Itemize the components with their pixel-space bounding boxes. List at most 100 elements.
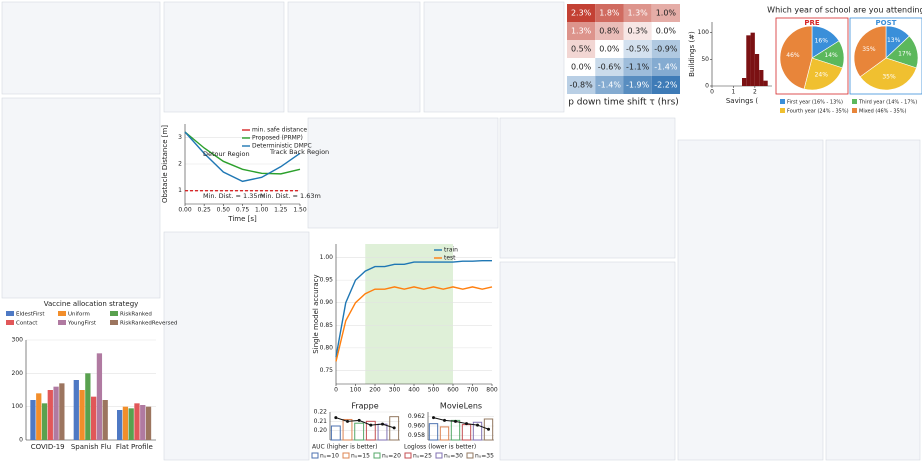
line-point [357,418,361,422]
legend-swatch [110,311,118,316]
legend-label: Logloss (lower is better) [404,444,476,451]
panel [423,1,565,113]
y-tick-label: 50 [701,56,709,63]
bar [30,400,36,440]
cell-label: -2.2% [654,81,678,90]
y-tick-label: 0.80 [320,344,334,351]
legend-swatch [58,311,66,316]
bar [145,406,152,440]
x-tick-label: 500 [428,387,440,394]
x-axis-label: p down time shift τ (hrs) [568,98,679,108]
bar [47,390,53,440]
legend-swatch [342,452,350,459]
cell-label: 2.3% [571,9,592,18]
line-point [476,423,479,427]
pie-name: POST [876,19,897,27]
y-tick-label: 0 [19,437,23,444]
x-axis-label: Time [s] [227,215,257,223]
x-tick-label: 0 [710,89,714,96]
bar [96,353,103,440]
chart-title: Vaccine allocation strategy [44,300,139,308]
x-tick-label: 0.00 [178,207,192,214]
bar [117,410,123,440]
heat-cell [567,58,596,76]
x-tick-label: 800 [486,387,498,394]
cell-label: 0.5% [571,45,592,54]
slice-label: 14% [824,52,838,59]
cell-label: -0.8% [570,81,594,90]
bar [41,403,48,440]
cell-label: 1.3% [571,27,592,36]
bar [377,423,388,441]
bar [365,420,376,441]
legend-label: Mixed (46% - 35%) [859,109,907,115]
bar [59,383,65,440]
line-point [392,426,396,430]
bar [428,423,439,441]
bar [140,405,146,440]
bar [461,424,472,441]
legend-label: nᵤ=15 [351,453,370,460]
panel [677,139,824,461]
cell-label: 1.0% [656,9,677,18]
legend-label: min. safe distance [252,127,307,134]
x-tick-label: 1 [732,89,736,96]
hist-bar [742,78,747,86]
x-tick-label: 0 [334,387,338,394]
y-tick-label: 0.21 [314,418,328,425]
legend-swatch [466,452,474,459]
slice-label: 17% [898,50,912,57]
cell-label: -0.6% [598,63,622,72]
bar [389,416,400,441]
cell-label: -0.5% [626,45,650,54]
heat-cell [567,4,596,22]
line [433,417,489,430]
bar [472,421,483,441]
legend-label: Third year (14% - 17%) [858,100,917,106]
legend-swatch [6,320,14,325]
bar [85,373,91,440]
y-tick-label: 0.90 [320,299,334,306]
hist-bar [750,32,755,86]
y-tick-label: 1.00 [320,254,334,261]
hist-bar [746,35,751,86]
line-point [346,419,349,423]
y-tick-label: 0.962 [408,413,425,420]
panel [499,261,676,461]
x-tick-label: 0.25 [197,207,211,214]
heat-cell [623,40,652,58]
line-point [432,416,435,420]
heat-cell [595,40,624,58]
cell-label: -1.4% [654,63,678,72]
line [335,417,395,429]
legend-label: Deterministic DMPC [252,143,312,150]
legend-label: Proposed (PRMP) [252,135,303,142]
line [335,286,493,362]
line-point [487,427,490,431]
slice-label: 16% [815,38,829,45]
legend-swatch [110,320,118,325]
heat-cell [623,22,652,40]
slice-label: 35% [882,73,896,80]
cell-label: 0.8% [599,27,620,36]
x-tick-label: 0.50 [217,207,231,214]
panel [163,231,310,461]
heat-cell [595,4,624,22]
bar [122,406,129,440]
line [335,260,492,358]
legend-label: nᵤ=25 [413,453,432,460]
x-tick-label: 200 [369,387,381,394]
bar [53,386,59,440]
legend-swatch [780,99,785,104]
hist-bar [763,80,768,86]
heat-cell [623,58,652,76]
legend-swatch [6,311,14,316]
legend-swatch [780,108,785,113]
line [184,131,301,183]
y-tick-label: 0.958 [408,432,425,439]
legend-label: First year (16% - 13%) [787,100,843,106]
x-tick-label: 700 [467,387,479,394]
pie-slice [779,25,813,90]
